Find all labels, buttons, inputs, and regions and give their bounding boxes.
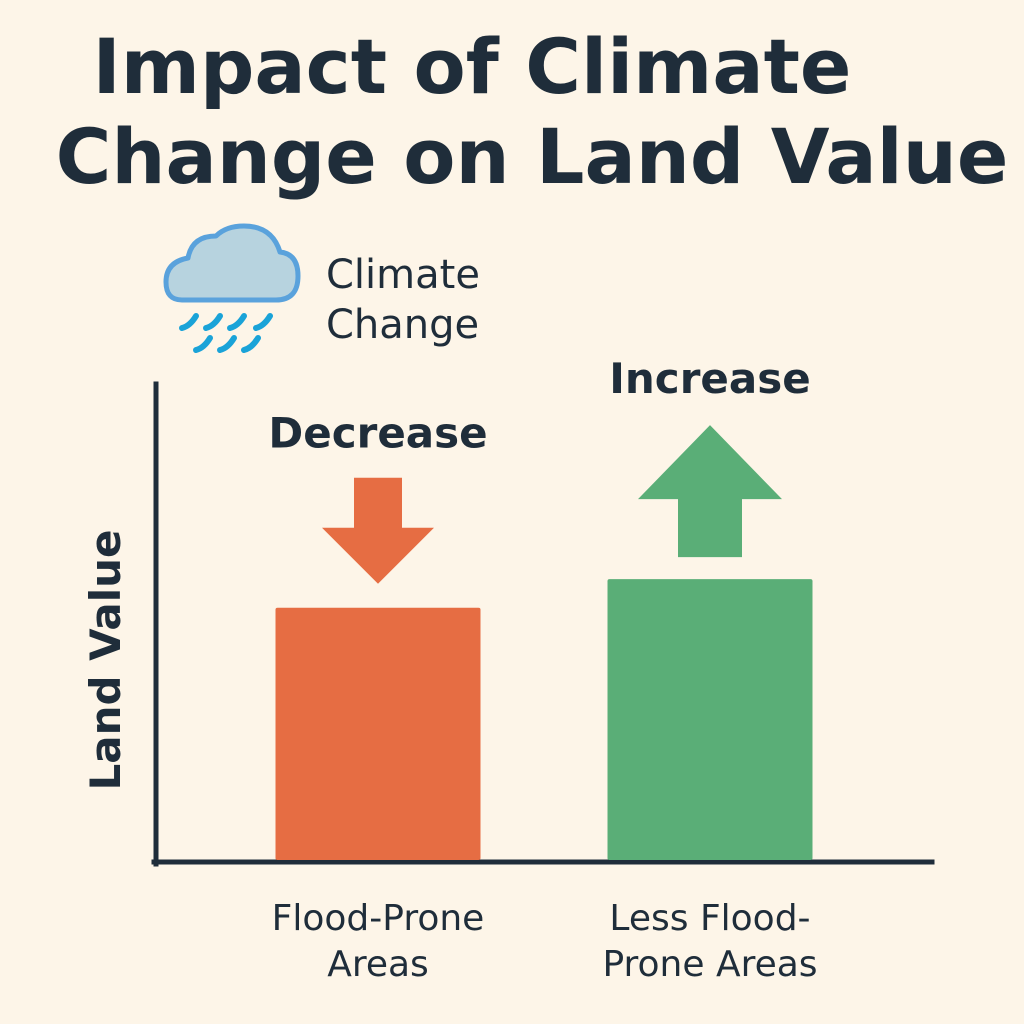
rain-drop: [217, 335, 237, 353]
rain-drops: [179, 313, 273, 353]
cloud-shape: [163, 223, 301, 303]
annotation-label: Increase: [609, 354, 810, 403]
bars-layer: [275, 579, 813, 860]
x-tick-labels: Flood-Prone Areas Less Flood- Prone Areas: [272, 898, 818, 985]
annotation-label: Decrease: [268, 409, 487, 458]
rain-drop: [203, 313, 223, 331]
decrease-arrow-icon: [322, 477, 434, 584]
chart-title-line-2: Change on Land Value: [55, 112, 1009, 201]
bar-1: [607, 579, 813, 860]
x-tick-label-line: Areas: [327, 944, 429, 985]
climate-change-label: Climate Change: [326, 250, 480, 350]
x-tick-label: Less Flood- Prone Areas: [602, 898, 817, 985]
rain-drop: [193, 335, 213, 353]
rain-drop: [179, 313, 199, 331]
rain-drop: [241, 335, 261, 353]
rain-drop: [253, 313, 273, 331]
chart-title-line-1: Impact of Climate: [92, 22, 852, 111]
climate-change-label-line-2: Change: [326, 302, 480, 348]
annotations-layer: Decrease Increase: [268, 354, 811, 584]
x-tick-label: Flood-Prone Areas: [272, 898, 485, 985]
x-tick-label-line: Less Flood-: [609, 898, 810, 939]
increase-arrow-icon: [638, 425, 782, 558]
rain-cloud-icon: [163, 223, 301, 353]
x-tick-label-line: Flood-Prone: [272, 898, 485, 939]
x-tick-label-line: Prone Areas: [602, 944, 817, 985]
bar-0: [275, 607, 481, 860]
chart-title: Impact of Climate Change on Land Value: [0, 22, 1024, 202]
y-axis-label: Land Value: [81, 529, 130, 790]
climate-change-label-line-1: Climate: [326, 252, 480, 298]
rain-drop: [227, 313, 247, 331]
